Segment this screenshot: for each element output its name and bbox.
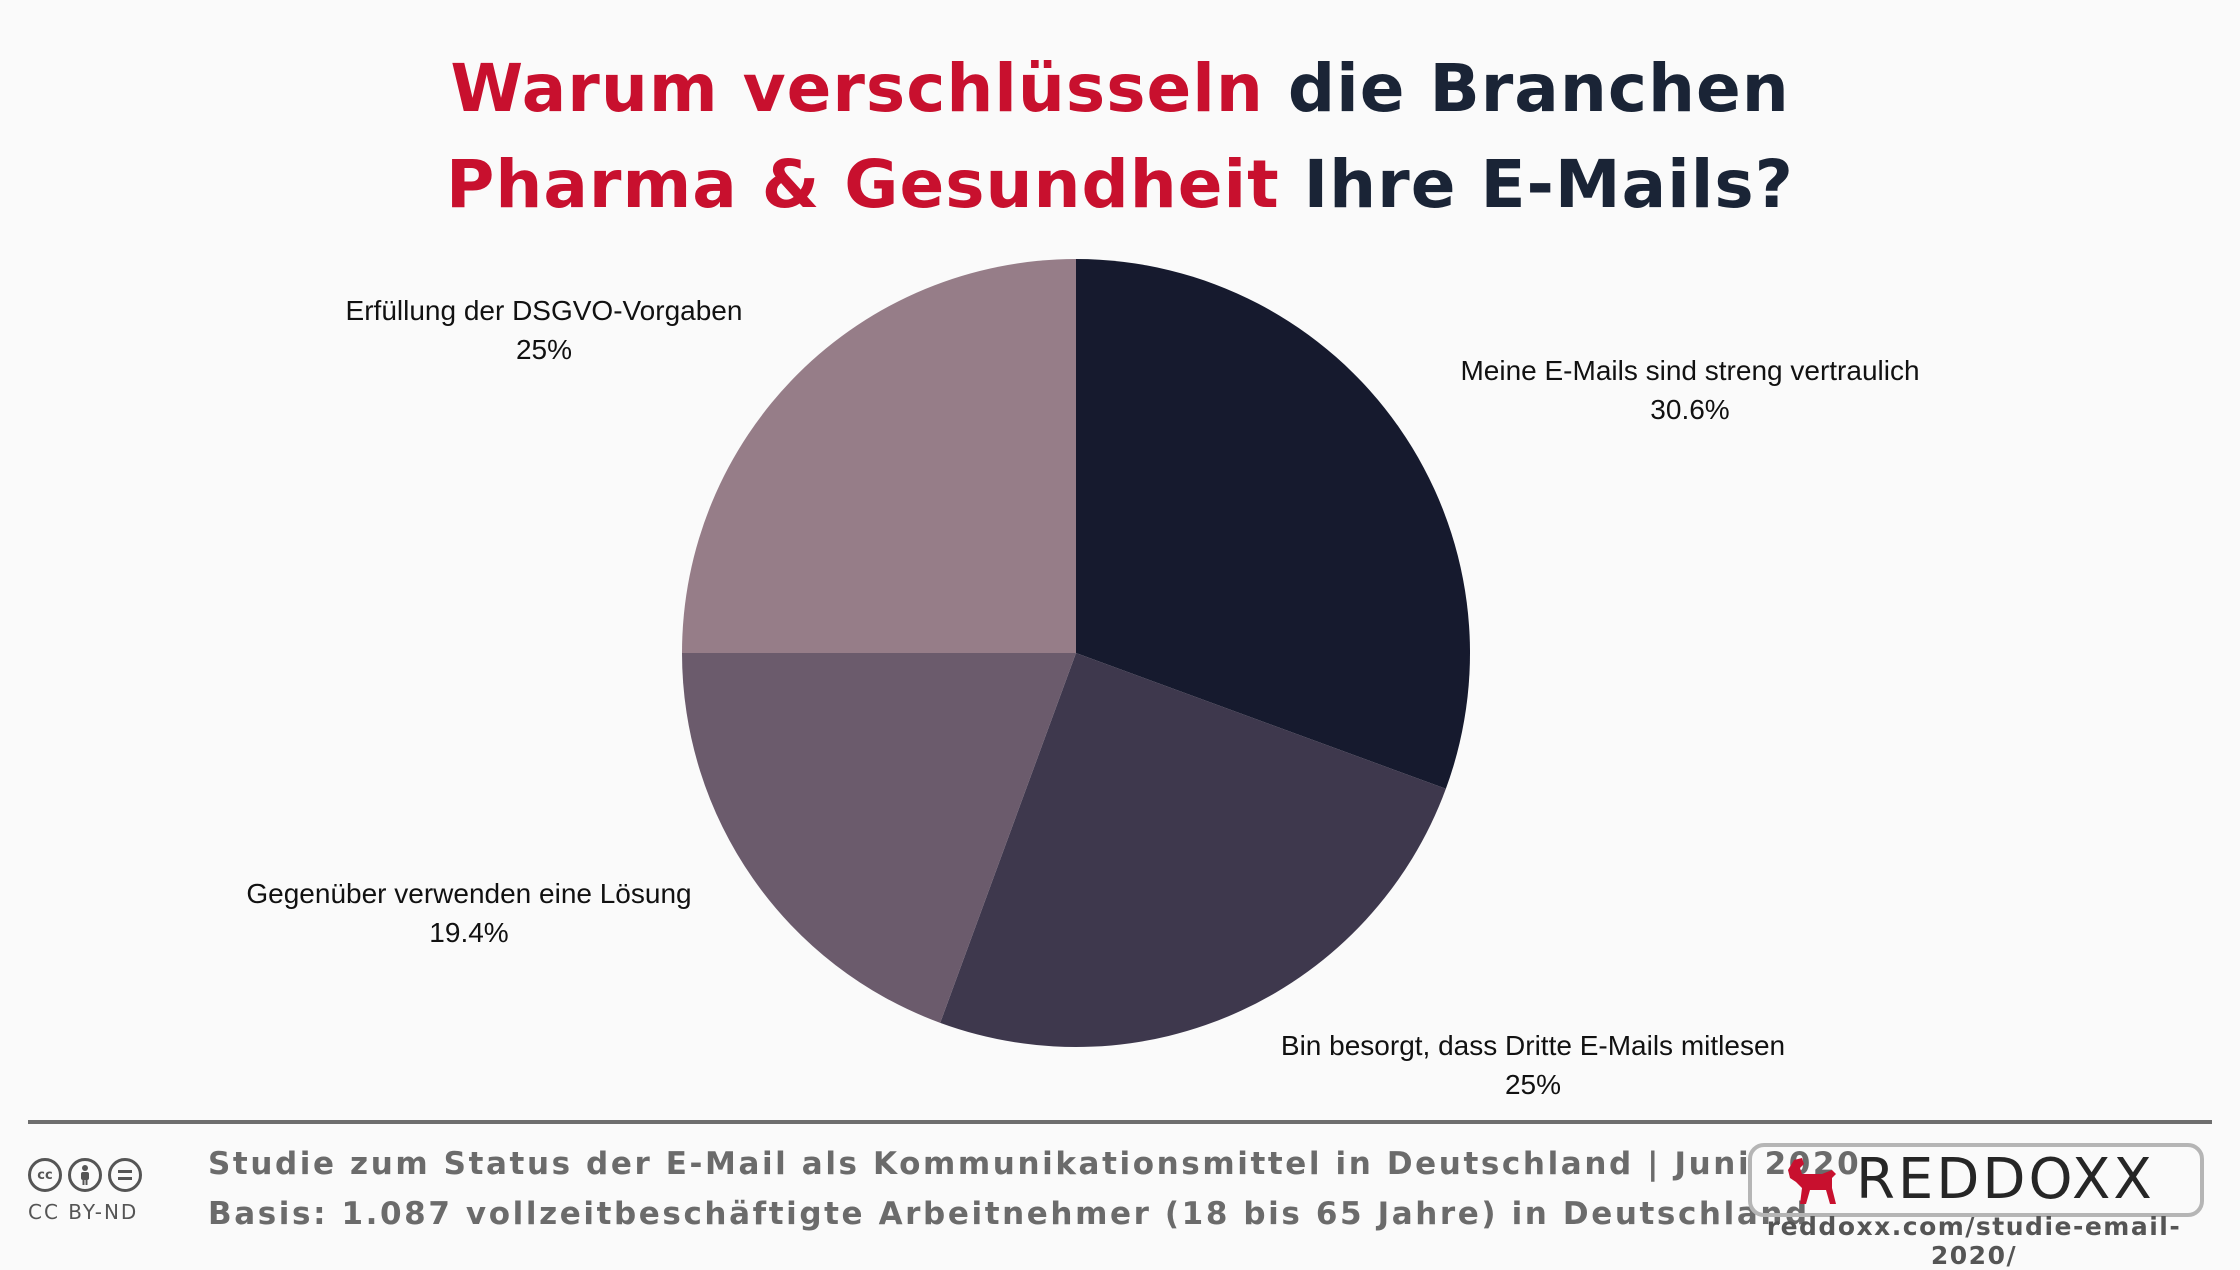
title-highlight-2: Pharma & Gesundheit — [446, 146, 1280, 223]
dog-logo-icon — [1788, 1158, 1836, 1204]
slice-label: Bin besorgt, dass Dritte E-Mails mitlese… — [1281, 1030, 1785, 1061]
brand-name: REDDOXX — [1856, 1147, 2155, 1212]
pie-slice — [682, 259, 1076, 653]
slice-value-label: 30.6% — [1650, 394, 1729, 425]
pie-chart: Meine E-Mails sind streng vertraulich 30.… — [246, 259, 1920, 1100]
pie-labels: Meine E-Mails sind streng vertraulich 30.… — [246, 295, 1919, 1100]
slice-value-label: 19.4% — [429, 917, 508, 948]
reddoxx-logo: REDDOXX — [1748, 1143, 2204, 1217]
slice-value-label: 25% — [1505, 1069, 1561, 1100]
title-line-1: Warum verschlüsseln die Branchen — [0, 56, 2240, 122]
slice-label: Gegenüber verwenden eine Lösung — [246, 878, 691, 909]
pie-slice — [1076, 259, 1470, 789]
study-basis: Basis: 1.087 vollzeitbeschäftigte Arbeit… — [208, 1196, 1810, 1232]
pie-slices — [681, 259, 1470, 1047]
license-badge: cc CC BY-ND — [28, 1158, 160, 1224]
title-line-2: Pharma & Gesundheit Ihre E-Mails? — [0, 152, 2240, 218]
cc-icon: cc — [28, 1158, 62, 1192]
no-derivatives-equals-icon — [108, 1158, 142, 1192]
pie-slice — [681, 653, 1076, 1023]
slice-value-label: 25% — [516, 334, 572, 365]
title-text-1: die Branchen — [1287, 50, 1790, 127]
study-url: reddoxx.com/studie-email-2020/ — [1766, 1212, 2182, 1270]
title-text-2: Ihre E-Mails? — [1303, 146, 1794, 223]
license-text: CC BY-ND — [28, 1200, 139, 1224]
attribution-person-icon — [68, 1158, 102, 1192]
study-description: Studie zum Status der E-Mail als Kommuni… — [208, 1146, 1862, 1182]
slice-label: Meine E-Mails sind streng vertraulich — [1460, 355, 1919, 386]
footer-divider — [28, 1120, 2212, 1124]
title-highlight-1: Warum verschlüsseln — [450, 50, 1264, 127]
pie-slice — [940, 653, 1446, 1047]
slice-label: Erfüllung der DSGVO-Vorgaben — [346, 295, 743, 326]
